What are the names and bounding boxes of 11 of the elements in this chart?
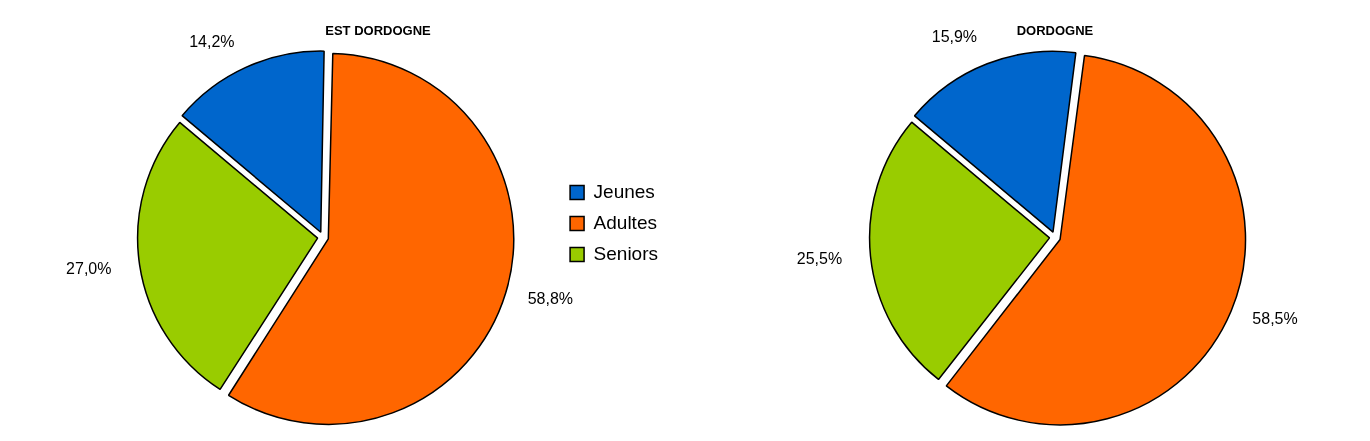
legend-label: Jeunes [593, 180, 655, 202]
data-label: 58,8% [527, 290, 574, 308]
chart-title: DORDOGNE [1016, 23, 1094, 39]
legend-label: Seniors [593, 242, 658, 264]
chart-title: EST DORDOGNE [325, 23, 432, 39]
data-label: 25,5% [796, 249, 843, 267]
data-label: 27,0% [66, 259, 112, 277]
data-label: 58,5% [1252, 310, 1298, 328]
data-label: 15,9% [931, 28, 978, 46]
legend-label: Adultes [593, 211, 657, 233]
data-label: 14,2% [189, 32, 235, 50]
